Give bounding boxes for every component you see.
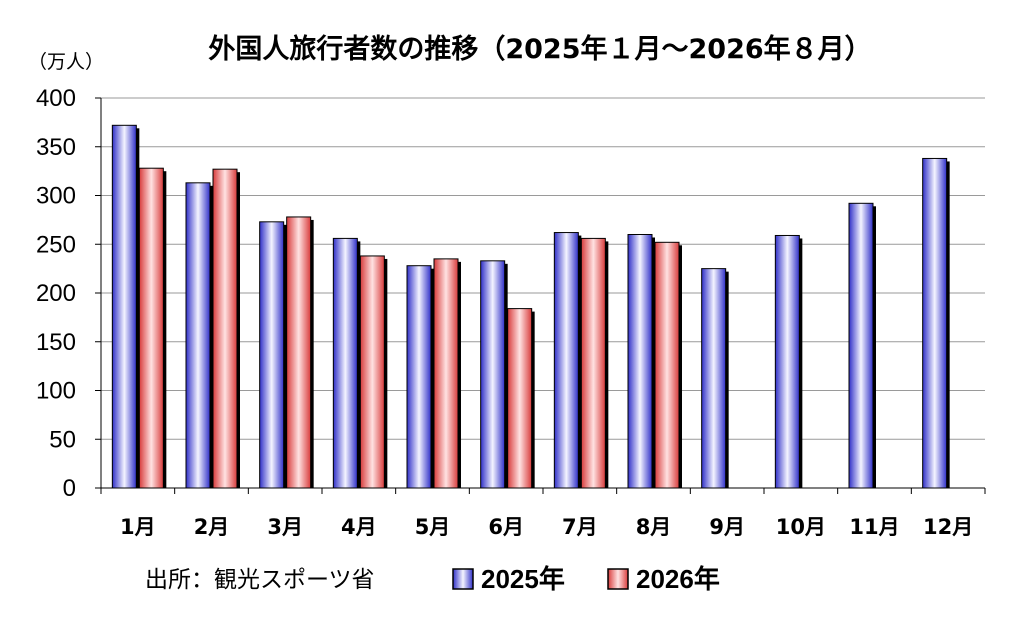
x-tick-label: 2月 <box>194 515 230 539</box>
bar-2026年-6月 <box>507 308 533 489</box>
y-tick-label: 200 <box>36 280 76 307</box>
bar-2025年-7月 <box>553 232 579 489</box>
source-note: 出所：観光スポーツ省 <box>145 567 375 593</box>
y-tick-label: 300 <box>36 183 76 210</box>
bar-2026年-2月 <box>212 168 238 489</box>
x-tick-label: 3月 <box>267 515 303 539</box>
y-axis-ticks: 0 50 100 150 200 250 300 350 400 <box>36 85 101 502</box>
bar-2025年-4月 <box>332 237 358 489</box>
bar-2025年-10月 <box>774 234 800 489</box>
y-tick-label: 50 <box>49 426 76 453</box>
y-tick-label: 250 <box>36 231 76 258</box>
bar-2026年-5月 <box>433 258 459 489</box>
x-tick-label: 5月 <box>415 515 451 539</box>
legend-item-2025: 2025年 <box>452 564 565 594</box>
y-tick-label: 350 <box>36 134 76 161</box>
x-tick-label: 4月 <box>341 515 377 539</box>
legend-label-2026: 2026年 <box>636 564 720 594</box>
legend-swatch-2026 <box>607 568 629 590</box>
bar-2025年-6月 <box>480 260 506 489</box>
bars <box>111 124 950 489</box>
x-tick-label: 7月 <box>562 515 598 539</box>
bar-2025年-9月 <box>701 268 727 489</box>
bar-2026年-1月 <box>138 167 164 489</box>
bar-2025年-2月 <box>185 182 211 489</box>
x-tick-label: 10月 <box>776 515 826 539</box>
bar-2026年-4月 <box>359 255 385 489</box>
bar-2026年-7月 <box>580 237 606 489</box>
bar-2025年-12月 <box>922 157 948 489</box>
x-tick-label: 9月 <box>709 515 745 539</box>
legend-swatch-2025 <box>452 568 474 590</box>
y-tick-label: 100 <box>36 378 76 405</box>
bar-2025年-8月 <box>627 234 653 489</box>
bar-2025年-11月 <box>848 202 874 489</box>
x-tick-label: 8月 <box>636 515 672 539</box>
x-tick-label: 11月 <box>849 515 899 539</box>
legend-label-2025: 2025年 <box>481 564 565 594</box>
bar-2025年-1月 <box>111 124 137 489</box>
gridlines <box>101 97 985 440</box>
legend: 2025年 2026年 <box>452 564 720 594</box>
bar-2026年-3月 <box>286 216 312 489</box>
y-tick-label: 150 <box>36 329 76 356</box>
y-axis-unit-label: （万人） <box>28 51 104 73</box>
x-tick-label: 6月 <box>488 515 524 539</box>
y-tick-label: 0 <box>63 475 76 502</box>
x-tick-label: 1月 <box>120 515 156 539</box>
legend-item-2026: 2026年 <box>607 564 720 594</box>
bar-2025年-3月 <box>259 221 285 489</box>
chart-title: 外国人旅行者数の推移（2025年１月～2026年８月） <box>208 33 871 65</box>
bar-2026年-8月 <box>654 241 680 489</box>
x-axis-ticks: 1月 2月 3月 4月 5月 6月 7月 8月 9月 10月 11月 12月 <box>100 488 986 539</box>
bar-2025年-5月 <box>406 265 432 489</box>
y-tick-label: 400 <box>36 85 76 112</box>
x-tick-label: 12月 <box>923 515 973 539</box>
